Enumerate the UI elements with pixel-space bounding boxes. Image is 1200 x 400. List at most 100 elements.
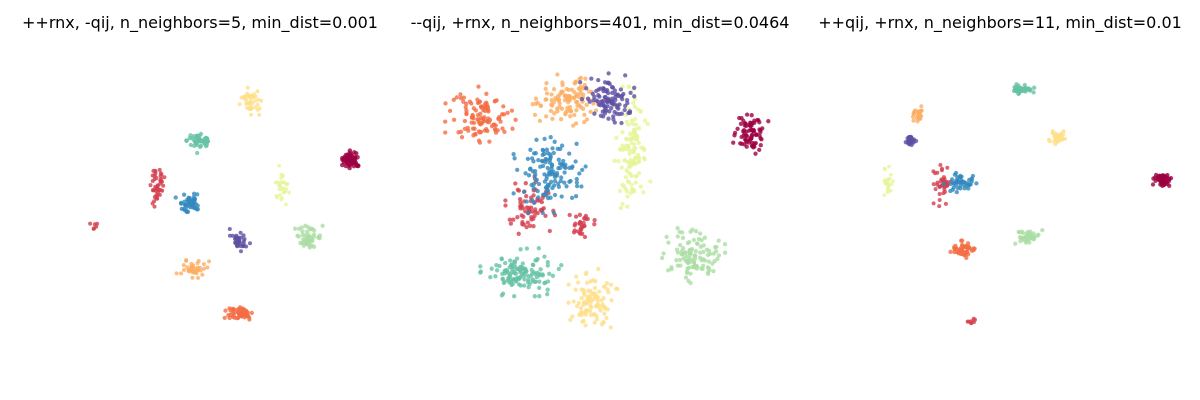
- scatter-point: [545, 259, 550, 265]
- scatter-point: [205, 139, 210, 145]
- scatter-point: [287, 190, 292, 195]
- scatter-point: [722, 250, 728, 255]
- scatter-point: [545, 187, 550, 193]
- scatter-point: [889, 173, 893, 177]
- scatter-point: [596, 266, 601, 272]
- scatter-point: [523, 171, 528, 176]
- scatter-point: [594, 88, 599, 94]
- scatter-point: [198, 268, 203, 273]
- scatter-point: [543, 213, 548, 219]
- scatter-point: [311, 232, 317, 237]
- scatter-point: [493, 130, 499, 135]
- scatter-point: [277, 163, 281, 168]
- scatter-point: [677, 257, 683, 263]
- scatter-point: [666, 268, 671, 273]
- scatter-point: [569, 165, 574, 171]
- scatter-point: [690, 227, 695, 232]
- scatter-point: [632, 130, 637, 135]
- scatter-point: [1018, 87, 1023, 93]
- scatter-point: [505, 110, 510, 116]
- scatter-point: [666, 240, 671, 245]
- scatter-point: [582, 119, 587, 125]
- scatter-point: [616, 106, 621, 111]
- scatter-point: [575, 103, 580, 108]
- scatter-point: [1061, 137, 1065, 142]
- scatter-point: [193, 201, 199, 207]
- scatter-panel-2: --qij, +rnx, n_neighbors=401, min_dist=0…: [400, 0, 800, 400]
- scatter-point: [882, 193, 887, 197]
- scatter-point: [317, 235, 322, 241]
- scatter-point: [514, 256, 520, 261]
- scatter-point: [244, 101, 249, 106]
- scatter-point: [501, 104, 506, 109]
- scatter-point: [707, 251, 713, 257]
- scatter-point: [694, 266, 699, 271]
- scatter-point: [577, 312, 582, 317]
- scatter-point: [309, 226, 314, 231]
- scatter-point: [540, 152, 545, 158]
- scatter-point: [550, 185, 555, 191]
- scatter-point: [886, 177, 890, 181]
- scatter-point: [555, 72, 560, 77]
- scatter-point: [598, 113, 604, 118]
- scatter-point: [545, 165, 550, 171]
- scatter-point: [189, 266, 194, 271]
- scatter-point: [509, 282, 514, 288]
- scatter-point: [620, 129, 625, 135]
- scatter-point: [479, 104, 484, 109]
- scatter-point: [574, 180, 580, 185]
- scatter-point: [537, 198, 543, 203]
- scatter-point: [255, 102, 260, 107]
- scatter-point: [524, 246, 530, 251]
- scatter-point: [547, 271, 552, 276]
- scatter-point: [499, 256, 504, 262]
- scatter-point: [695, 241, 700, 246]
- scatter-point: [582, 112, 587, 118]
- scatter-point: [619, 93, 625, 98]
- scatter-point: [623, 174, 629, 180]
- scatter-point: [508, 263, 514, 268]
- scatter-point: [589, 292, 594, 297]
- scatter-point: [549, 163, 555, 169]
- scatter-point: [493, 274, 498, 279]
- scatter-point: [588, 109, 593, 114]
- scatter-point: [240, 306, 245, 311]
- scatter-point: [274, 194, 279, 198]
- scatter-point: [629, 162, 635, 167]
- scatter-point: [573, 159, 578, 164]
- scatter-point: [913, 138, 919, 144]
- scatter-point: [159, 177, 164, 182]
- scatter-point: [277, 187, 282, 192]
- scatter-point: [612, 158, 617, 163]
- scatter-point: [691, 237, 697, 243]
- scatter-point: [559, 143, 565, 148]
- scatter-point: [571, 299, 576, 304]
- scatter-point: [273, 180, 278, 185]
- scatter-point: [576, 280, 581, 285]
- scatter-plot: [88, 85, 361, 322]
- scatter-point: [960, 251, 965, 257]
- scatter-point: [748, 123, 753, 129]
- cluster-2-points: [222, 305, 254, 322]
- scatter-point: [237, 239, 242, 244]
- scatter-point: [572, 95, 577, 100]
- scatter-point: [542, 136, 547, 142]
- scatter-point: [622, 107, 627, 113]
- scatter-point: [629, 118, 635, 123]
- scatter-point: [255, 107, 260, 112]
- scatter-point: [751, 128, 756, 134]
- scatter-point: [537, 118, 543, 124]
- cluster-7-points: [478, 246, 564, 299]
- scatter-point: [749, 113, 754, 118]
- scatter-point: [626, 110, 631, 116]
- scatter-point: [941, 191, 946, 196]
- scatter-point: [642, 118, 648, 123]
- scatter-point: [479, 115, 484, 121]
- scatter-plot: [443, 71, 771, 330]
- scatter-point: [550, 273, 556, 278]
- scatter-point: [537, 285, 542, 291]
- scatter-point: [617, 188, 623, 194]
- scatter-point: [592, 320, 597, 325]
- scatter-point: [182, 202, 188, 207]
